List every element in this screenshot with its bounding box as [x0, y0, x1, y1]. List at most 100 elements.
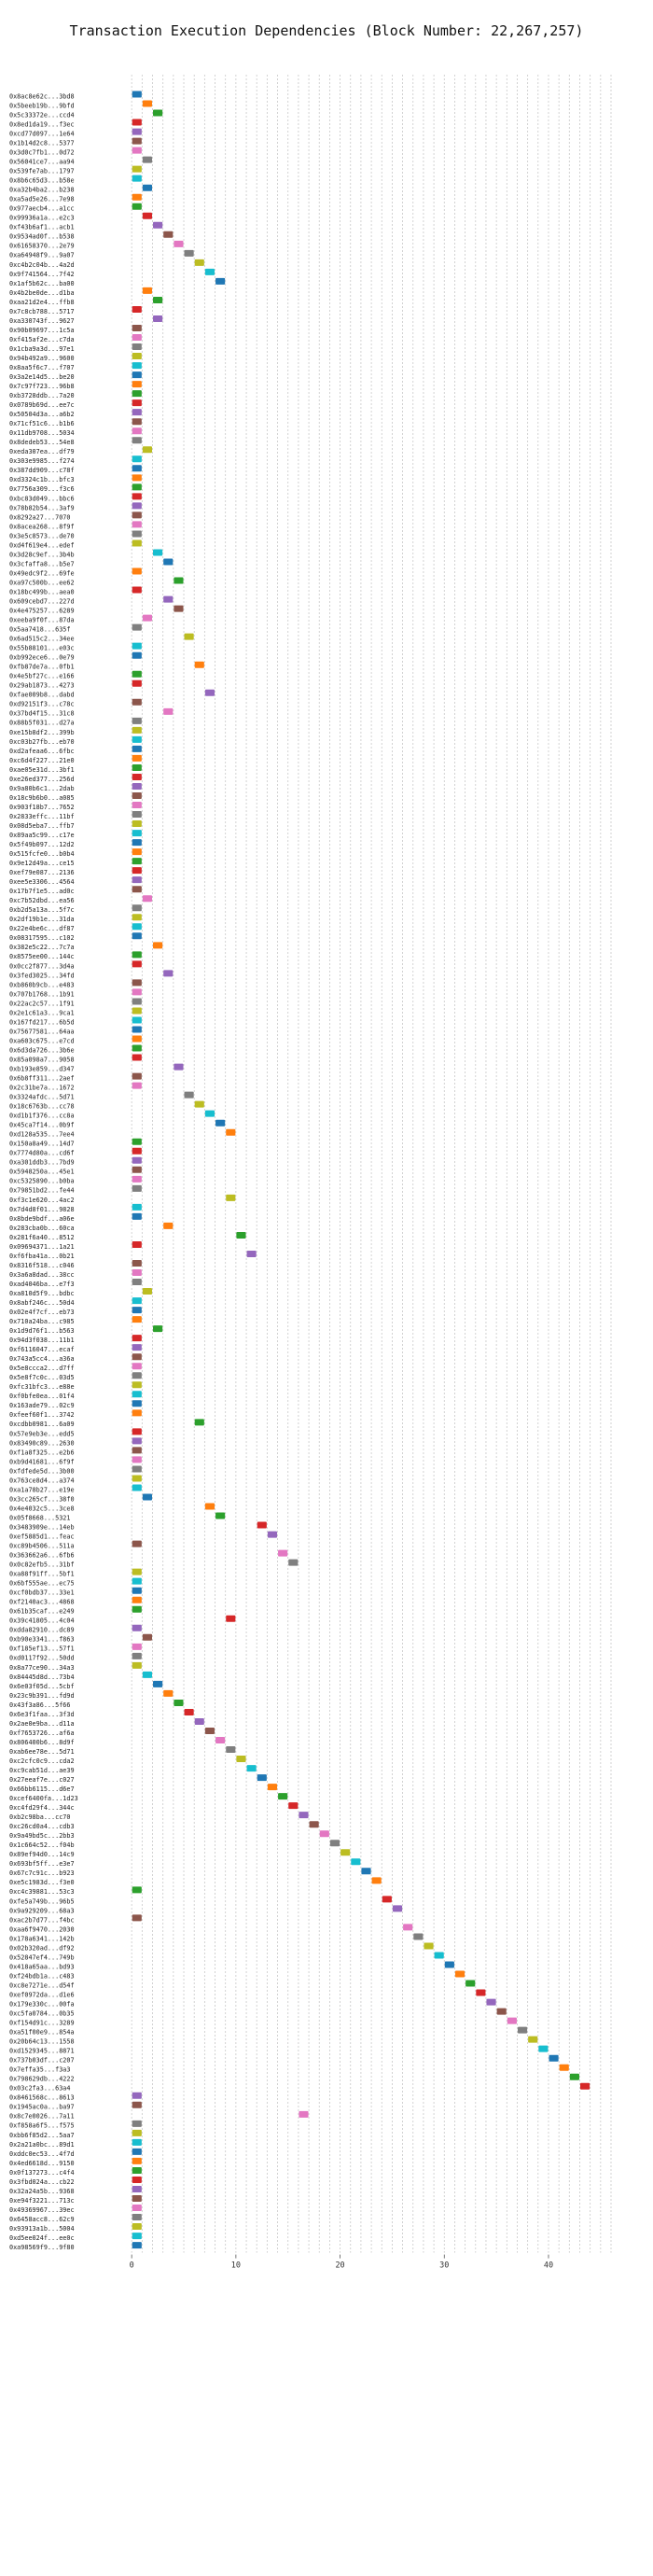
transaction-label: 0x0f137273...c4f4 [9, 2169, 75, 2177]
transaction-bar [132, 886, 142, 893]
transaction-label: 0x02e4f7cf...eb73 [9, 1309, 75, 1316]
transaction-bar [142, 287, 153, 294]
transaction-bar [132, 1166, 142, 1173]
transaction-bar [163, 1689, 174, 1697]
transaction-label: 0x7756a309...f3c6 [9, 485, 75, 493]
transaction-label: 0xf154d91c...3289 [9, 2020, 75, 2027]
transaction-label: 0xeeba9f0f...87da [9, 617, 75, 624]
transaction-bar [361, 1868, 371, 1875]
transaction-bar [132, 1297, 142, 1305]
transaction-bar [132, 390, 142, 398]
transaction-label: 0xe94f3221...713c [9, 2197, 75, 2205]
transaction-label: 0x79851bd2...fe44 [9, 1187, 75, 1195]
transaction-bar [132, 1465, 142, 1473]
transaction-label: 0x29ab1873...4273 [9, 682, 75, 690]
transaction-bar [132, 1026, 142, 1033]
transaction-bar [132, 802, 142, 809]
transaction-label: 0x75677581...64aa [9, 1028, 75, 1035]
transaction-label: 0xf0bfe0ea...01f4 [9, 1393, 75, 1400]
transaction-bar [132, 1914, 142, 1922]
transaction-label: 0x5f49b097...12d2 [9, 841, 75, 848]
transaction-label: 0x49369967...39ec [9, 2206, 75, 2214]
transaction-bar [163, 1222, 174, 1229]
transaction-label: 0xb9d41681...6f9f [9, 1458, 75, 1465]
transaction-bar [153, 1680, 163, 1687]
transaction-label: 0x9f741564...7f42 [9, 271, 75, 278]
transaction-label: 0xe15b8df2...399b [9, 729, 75, 736]
transaction-label: 0x8c7e0026...7a11 [9, 2113, 75, 2121]
transaction-label: 0xf43b6af1...acb1 [9, 224, 75, 231]
transaction-label: 0x3a6a8dad...38cc [9, 1271, 75, 1279]
transaction-label: 0xc4fd29f4...344c [9, 1804, 75, 1812]
transaction-bar [194, 1717, 204, 1725]
transaction-label: 0x8abf246c...50d4 [9, 1299, 75, 1307]
transaction-bar [132, 1381, 142, 1389]
transaction-label: 0x710a24ba...c985 [9, 1318, 75, 1325]
transaction-label: 0xa88f91ff...5bf1 [9, 1571, 75, 1578]
transaction-label: 0xf6116047...ecaf [9, 1346, 75, 1353]
transaction-label: 0x08d5eba7...ffb7 [9, 822, 75, 830]
transaction-label: 0xdda82910...dc89 [9, 1627, 75, 1634]
transaction-label: 0x2a21a0bc...89d1 [9, 2141, 75, 2149]
transaction-label: 0x283cba0b...60ca [9, 1225, 75, 1232]
transaction-label: 0x2df19b1e...31da [9, 916, 75, 923]
transaction-label: 0x4e475257...6289 [9, 608, 75, 615]
transaction-label: 0x3cc265cf...38f0 [9, 1495, 75, 1503]
transaction-bar [132, 1016, 142, 1024]
transaction-label: 0x22e4be6c...df87 [9, 925, 75, 932]
transaction-label: 0x1d9d76f1...b563 [9, 1327, 75, 1335]
transaction-label: 0x150a8a49...14d7 [9, 1141, 75, 1148]
transaction-bar [194, 1419, 204, 1426]
transaction-bar [142, 212, 153, 219]
transaction-bar [309, 1821, 319, 1828]
transaction-bar [132, 1661, 142, 1669]
transaction-label: 0x798629db...4222 [9, 2076, 75, 2083]
transaction-label: 0xc8e7271e...d54f [9, 1981, 75, 1989]
transaction-bar [132, 1587, 142, 1594]
transaction-label: 0x2c31be7a...1672 [9, 1085, 75, 1092]
transaction-label: 0xc5fa0784...0b35 [9, 2010, 75, 2018]
transaction-label: 0x27eeaf7e...c027 [9, 1776, 75, 1784]
transaction-bar [507, 2017, 517, 2024]
transaction-bar [132, 904, 142, 912]
transaction-bar [132, 923, 142, 931]
transaction-label: 0xcef6400fa...1d23 [9, 1795, 78, 1802]
transaction-bar [132, 1335, 142, 1342]
transaction-bar [132, 773, 142, 780]
transaction-bar [132, 502, 142, 510]
transaction-bar [142, 895, 153, 903]
transaction-bar [204, 1728, 215, 1734]
transaction-label: 0xc7b52dbd...ea56 [9, 897, 75, 904]
transaction-label: 0x7c8cb788...5717 [9, 308, 75, 315]
transaction-bar [215, 277, 226, 285]
transaction-label: 0x8dedeb53...54e8 [9, 439, 75, 446]
transaction-bar [132, 371, 142, 379]
transaction-bar [267, 1531, 278, 1538]
transaction-bar [132, 203, 142, 210]
transaction-bar [204, 1110, 215, 1117]
transaction-label: 0x71cf51c6...b1b6 [9, 420, 75, 427]
transaction-label: 0x5948250a...45e1 [9, 1169, 75, 1176]
transaction-label: 0x8bde9bdf...a06e [9, 1215, 75, 1223]
transaction-bar [142, 1671, 153, 1678]
transaction-label: 0x03c2fa3...63a4 [9, 2085, 70, 2093]
transaction-bar [132, 679, 142, 687]
transaction-bar [132, 539, 142, 547]
transaction-bar [163, 595, 174, 603]
grid-lines [131, 75, 612, 2253]
transaction-label: 0xa330743f...9627 [9, 317, 75, 325]
transaction-label: 0x363662a6...6fb6 [9, 1552, 75, 1560]
transaction-label: 0x18bc499b...aea0 [9, 588, 75, 595]
transaction-label: 0x6e3f1faa...3f3d [9, 1711, 75, 1718]
transaction-label: 0xbc83d049...bbc6 [9, 495, 75, 502]
chart-title: Transaction Execution Dependencies (Bloc… [70, 22, 584, 39]
transaction-bar [163, 970, 174, 977]
transaction-label: 0xa97c500b...ee62 [9, 579, 75, 586]
transaction-label: 0xaa6f9470...2030 [9, 1925, 75, 1933]
transaction-bar [163, 231, 174, 238]
transaction-bar [132, 848, 142, 856]
transaction-bar [215, 1737, 226, 1744]
transaction-label: 0xf6fba41a...0b21 [9, 1253, 75, 1260]
transaction-label: 0xb860b9cb...e483 [9, 981, 75, 988]
transaction-bar [132, 2092, 142, 2099]
